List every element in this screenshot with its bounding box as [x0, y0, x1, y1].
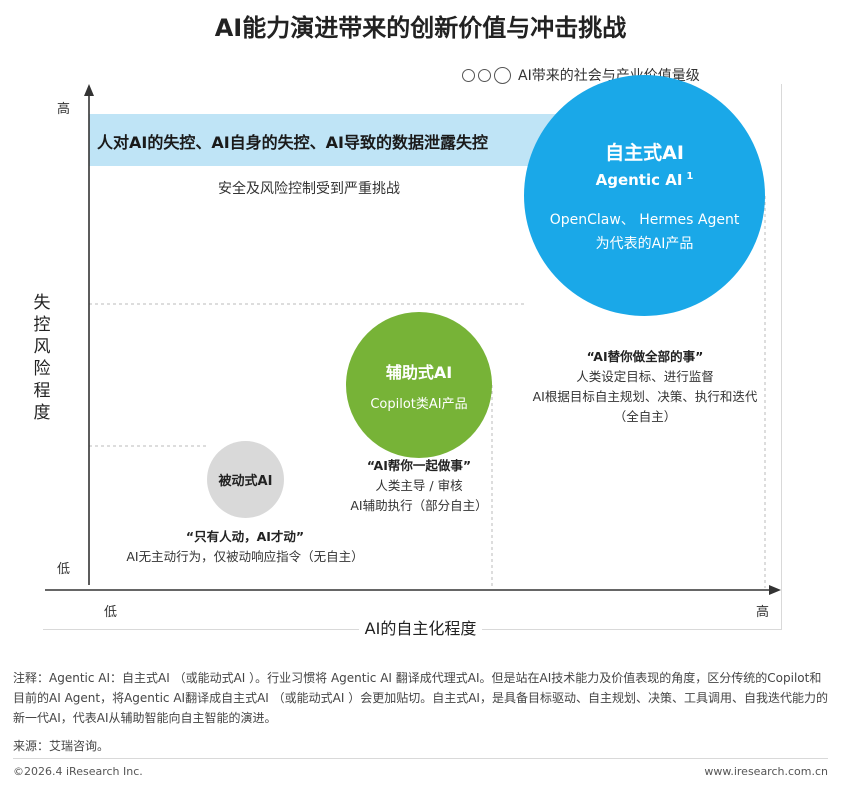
y-axis-arrow-icon: [84, 84, 94, 96]
footer-divider: [13, 758, 828, 759]
small-circle-icon: [462, 68, 475, 82]
passive-ai-desc-line: AI无主动行为，仅被动响应指令（无自主）: [126, 549, 364, 564]
bubble-assistive-ai-subtitle: Copilot类AI产品: [370, 396, 468, 412]
page-title: AI能力演进带来的创新价值与冲击挑战: [214, 14, 627, 42]
bubble-passive-ai-name: 被动式AI: [218, 474, 273, 489]
agentic-ai-desc-line: （全自主）: [613, 409, 677, 424]
y-axis-label: 失控风险程度: [30, 292, 54, 424]
website: www.iresearch.com.cn: [704, 765, 828, 778]
bubble-assistive-ai-name: 辅助式AI: [385, 362, 453, 382]
agentic-ai-desc-line: AI根据目标自主规划、决策、执行和迭代: [532, 389, 758, 404]
y-tick-high: 高: [57, 102, 71, 117]
passive-ai-description: “只有人动，AI才动” AI无主动行为，仅被动响应指令（无自主）: [95, 527, 395, 567]
x-tick-high: 高: [756, 605, 770, 620]
x-tick-low: 低: [104, 605, 118, 620]
bubble-agentic-ai-subtitle-line: OpenClaw、 Hermes Agent: [549, 212, 740, 228]
bubble-agentic-ai: 自主式AI Agentic AI 1 OpenClaw、 Hermes Agent…: [524, 75, 765, 316]
assistive-ai-desc-line: 人类主导 / 审核: [375, 478, 463, 493]
y-tick-low: 低: [57, 562, 71, 577]
x-axis-label: AI的自主化程度: [358, 619, 483, 638]
risk-band: [89, 114, 591, 166]
assistive-ai-quote: “AI帮你一起做事”: [366, 458, 472, 473]
bubble-agentic-ai-en-label: Agentic AI: [595, 171, 683, 189]
agentic-ai-description: “AI替你做全部的事” 人类设定目标、进行监督 AI根据目标自主规划、决策、执行…: [494, 347, 796, 427]
source: 来源：艾瑞咨询。: [13, 739, 110, 753]
risk-band-subtext: 安全及风险控制受到严重挑战: [218, 181, 400, 197]
assistive-ai-description: “AI帮你一起做事” 人类主导 / 审核 AI辅助执行（部分自主）: [319, 456, 519, 516]
assistive-ai-desc-line: AI辅助执行（部分自主）: [350, 498, 488, 513]
footnote-marker: 1: [686, 171, 694, 182]
agentic-ai-quote: “AI替你做全部的事”: [586, 349, 704, 364]
small-circle-icon: [478, 68, 491, 82]
x-axis-arrow-icon: [769, 585, 781, 595]
large-circle-icon: [494, 66, 511, 84]
agentic-ai-desc-line: 人类设定目标、进行监督: [576, 369, 714, 384]
bubble-agentic-ai-en-name: Agentic AI 1: [596, 171, 694, 189]
passive-ai-quote: “只有人动，AI才动”: [185, 529, 305, 544]
x-axis-label-wrap: AI的自主化程度: [0, 615, 841, 639]
bubble-agentic-ai-name: 自主式AI: [605, 142, 684, 164]
bubble-assistive-ai: 辅助式AI Copilot类AI产品: [346, 312, 492, 458]
footnote: 注释：Agentic AI：自主式AI （或能动式AI ）。行业习惯将 Agen…: [13, 671, 828, 725]
bubble-agentic-ai-subtitle-line: 为代表的AI产品: [595, 236, 694, 252]
risk-band-headline: 人对AI的失控、AI自身的失控、AI导致的数据泄露失控: [97, 133, 489, 152]
bubble-passive-ai: 被动式AI: [207, 441, 284, 518]
copyright: ©2026.4 iResearch Inc.: [13, 765, 143, 778]
